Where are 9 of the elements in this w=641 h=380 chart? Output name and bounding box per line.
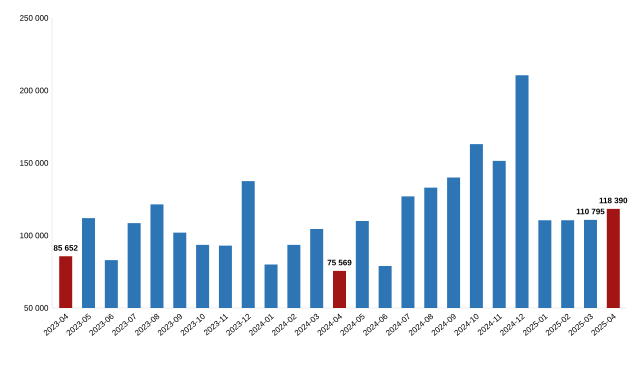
data-label: 75 569: [328, 260, 352, 266]
data-label: 85 652: [54, 245, 78, 251]
y-tick-label: 150 000: [20, 160, 48, 166]
y-tick-label: 50 000: [24, 305, 48, 311]
data-label: 110 795: [576, 208, 604, 214]
y-tick-label: 250 000: [20, 15, 48, 21]
y-tick-label: 100 000: [20, 232, 48, 238]
data-label: 118 390: [600, 198, 628, 204]
y-tick-label: 200 000: [20, 88, 48, 94]
